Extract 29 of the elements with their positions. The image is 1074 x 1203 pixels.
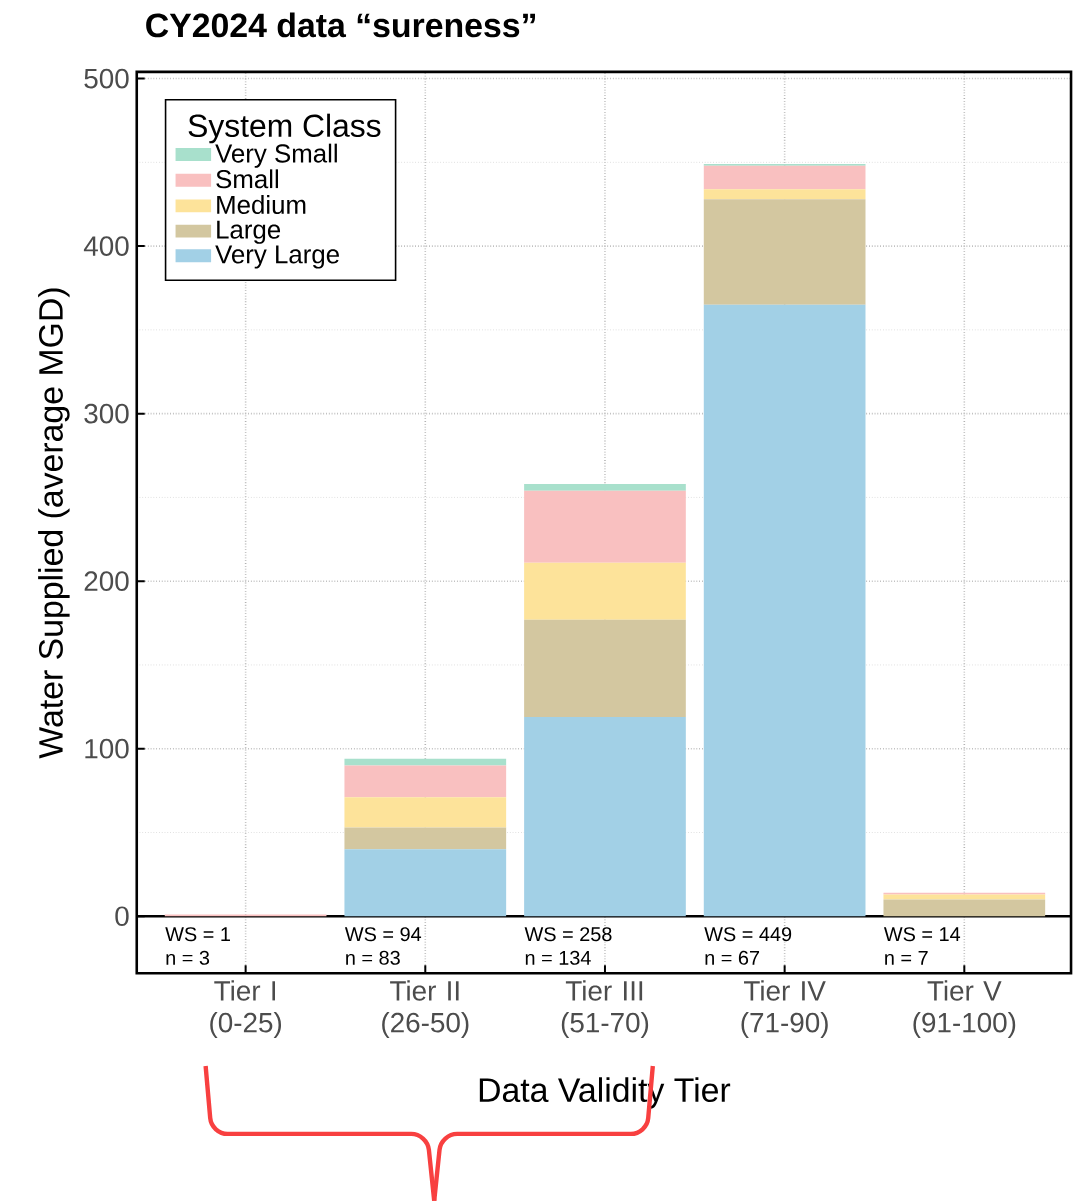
legend-label: Large (217, 220, 281, 244)
x-tick-label: Tier III (51-70) (561, 980, 649, 1039)
legend-label: Small (216, 169, 278, 189)
annotation: n = 67 (705, 950, 760, 965)
y-tick-label: 400 (83, 236, 129, 256)
y-tick-label: 300 (84, 403, 129, 424)
legend-label: Medium (217, 195, 306, 215)
chart-title: CY2024 data “sureness” (146, 12, 535, 38)
x-tick-label: Tier IV (71-90) (741, 980, 828, 1039)
legend-label: Very Large (215, 245, 339, 269)
x-tick-label: Tier II (26-50) (382, 980, 469, 1039)
y-tick-label: 200 (84, 571, 129, 592)
annotation: n = 134 (525, 950, 591, 965)
y-tick-label: 0 (115, 906, 129, 927)
legend-label: Very Small (215, 143, 337, 168)
annotation: n = 3 (166, 950, 210, 965)
y-tick-label: 100 (85, 738, 129, 759)
y-axis-title: Water Supplied (average MGD) (38, 288, 70, 759)
y-tick-label: 500 (84, 68, 129, 89)
total-label: WS = 14 (883, 927, 961, 942)
total-label: WS = 1 (165, 927, 230, 942)
legend-title: System Class (188, 113, 381, 144)
total-label: WS = 94 (344, 927, 422, 942)
total-label: WS = 449 (704, 927, 792, 942)
annotation: n = 83 (346, 950, 400, 965)
total-label: WS = 258 (524, 927, 612, 942)
x-tick-label: Tier I (0-25) (210, 980, 282, 1039)
x-tick-label: Tier V (91-100) (913, 980, 1016, 1039)
annotation: n = 7 (885, 950, 928, 965)
